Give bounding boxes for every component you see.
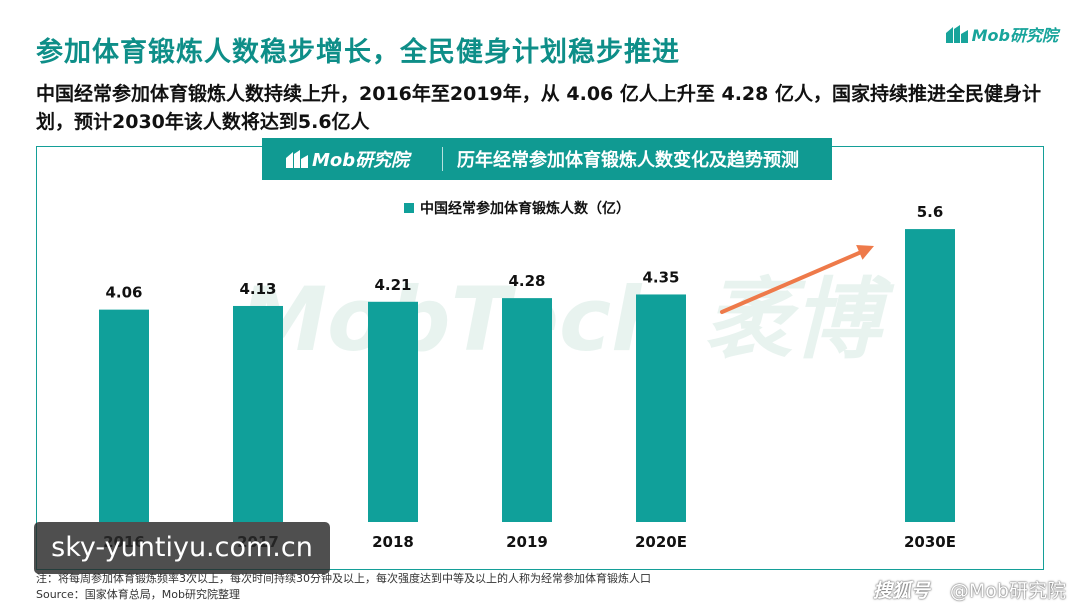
value-label-2019: 4.28 — [508, 272, 545, 290]
chart-background-watermark: MobTech 袤博 — [240, 268, 896, 371]
brand-name: Mob研究院 — [971, 26, 1058, 45]
banner-logo-text: Mob研究院 — [312, 150, 410, 171]
footer-watermark-left: 搜狐号 — [872, 580, 930, 602]
site-watermark: sky-yuntiyu.com.cn — [34, 522, 330, 574]
chart-title: 历年经常参加体育锻炼人数变化及趋势预测 — [457, 150, 799, 171]
category-label-2020E: 2020E — [635, 533, 687, 551]
footnote-source: Source：国家体育总局，Mob研究院整理 — [36, 588, 240, 601]
category-label-2018: 2018 — [372, 533, 414, 551]
value-label-2017: 4.13 — [239, 280, 276, 298]
bar-2016 — [99, 309, 149, 522]
value-label-2016: 4.06 — [105, 284, 142, 302]
legend-swatch — [404, 203, 414, 213]
chart-banner: Mob研究院 历年经常参加体育锻炼人数变化及趋势预测 — [262, 138, 832, 180]
category-label-2030E: 2030E — [904, 533, 956, 551]
trend-arrow-shaft — [720, 248, 868, 314]
brand-logo: Mob研究院 — [945, 22, 1058, 46]
bar-group: 4.0620164.1320174.2120184.2820194.352020… — [99, 203, 956, 551]
banner-divider — [442, 147, 443, 171]
bar-2019 — [502, 298, 552, 522]
footnote-note: 注：将每周参加体育锻炼频率3次以上，每次时间持续30分钟及以上，每次强度达到中等… — [36, 572, 651, 585]
bar-2020E — [636, 294, 686, 522]
value-label-2020E: 4.35 — [642, 268, 679, 286]
value-label-2018: 4.21 — [374, 276, 411, 294]
trend-arrow-head — [856, 245, 874, 260]
page-title: 参加体育锻炼人数稳步增长，全民健身计划稳步推进 — [36, 37, 680, 68]
footer-watermark-right: @Mob研究院 — [949, 580, 1066, 602]
bar-2030E — [905, 229, 955, 523]
banner-logo: Mob研究院 — [262, 146, 436, 172]
category-label-2019: 2019 — [506, 533, 548, 551]
footer-watermark: 搜狐号 @Mob研究院 — [873, 576, 1066, 603]
value-label-2030E: 5.6 — [917, 203, 944, 221]
bar-2017 — [233, 305, 283, 522]
legend-label: 中国经常参加体育锻炼人数（亿） — [420, 201, 630, 217]
trend-arrow-icon — [720, 245, 874, 314]
chart-legend: 中国经常参加体育锻炼人数（亿） — [404, 198, 630, 218]
page-subtitle: 中国经常参加体育锻炼人数持续上升，2016年至2019年，从 4.06 亿人上升… — [36, 83, 1041, 133]
mob-logo-icon — [286, 150, 308, 168]
mob-logo-icon — [945, 25, 968, 43]
bar-2018 — [368, 301, 418, 522]
